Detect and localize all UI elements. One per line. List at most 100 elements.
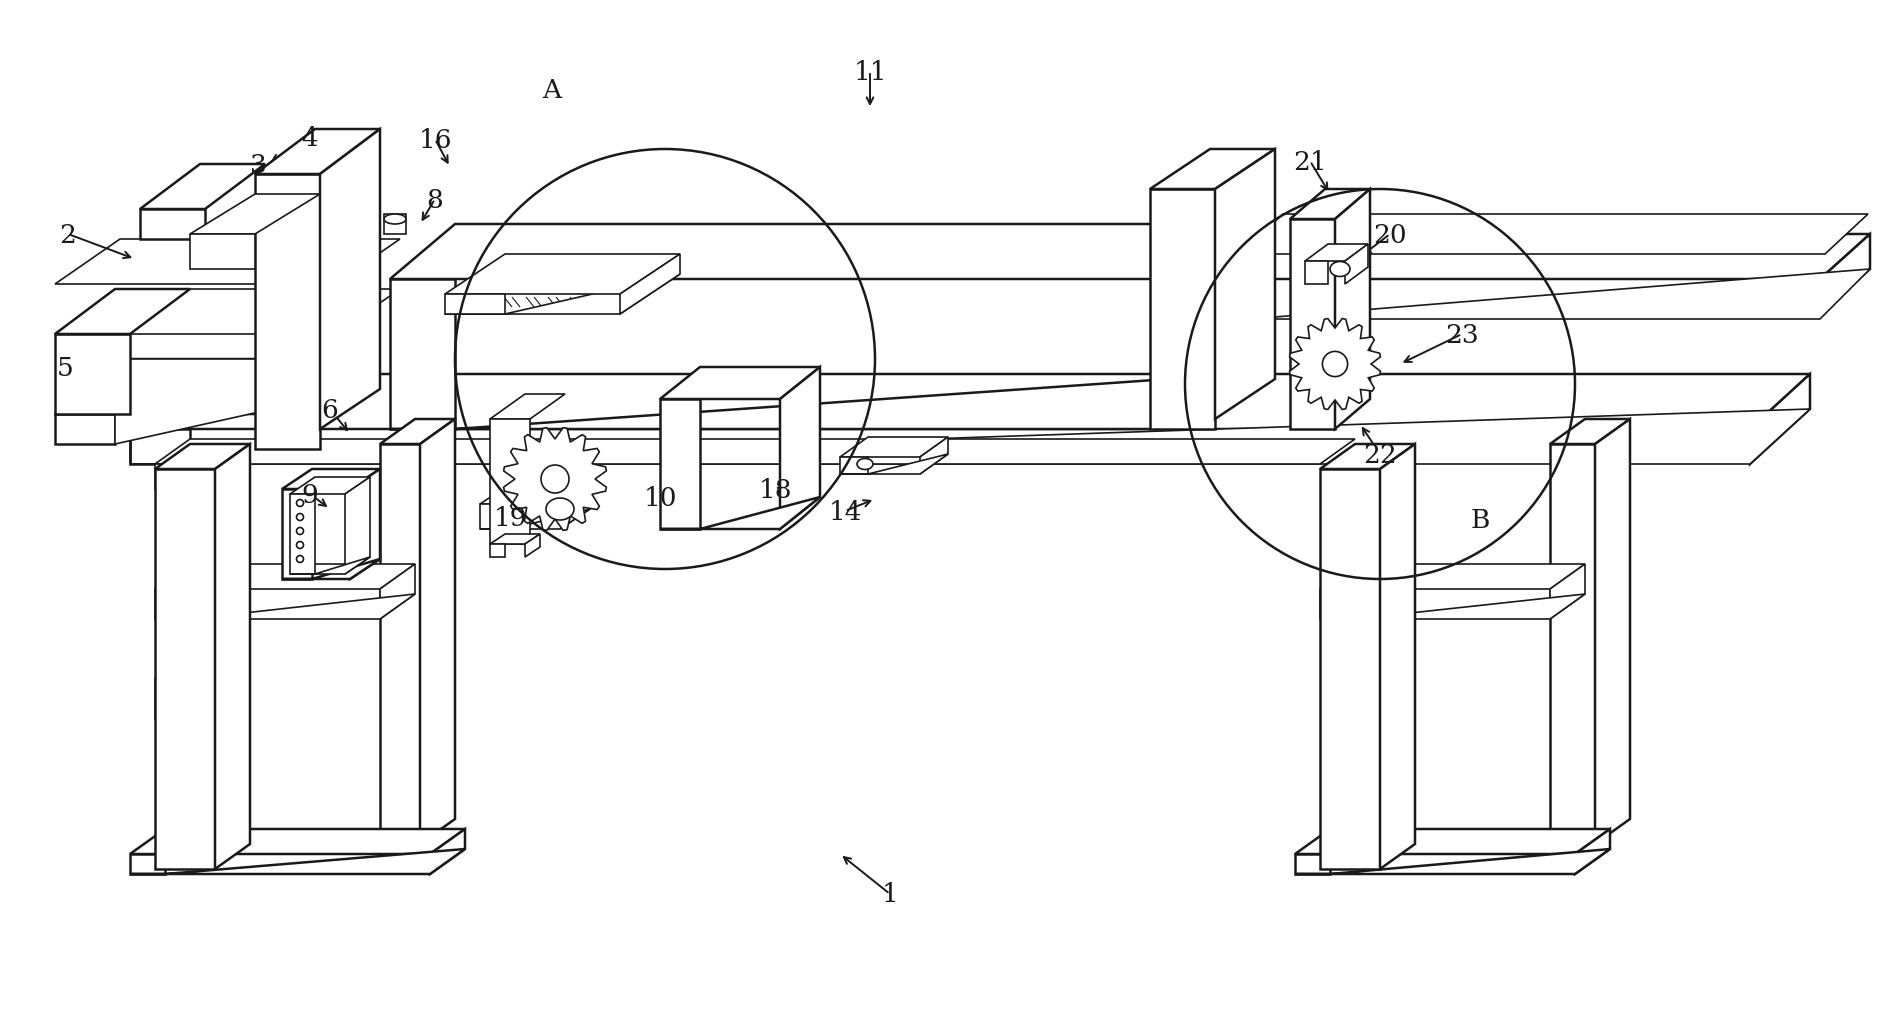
Polygon shape (290, 557, 370, 574)
Polygon shape (1575, 829, 1609, 875)
Polygon shape (55, 415, 115, 445)
Polygon shape (282, 489, 312, 579)
Polygon shape (282, 469, 380, 489)
Polygon shape (256, 175, 320, 450)
Polygon shape (139, 165, 265, 210)
Polygon shape (55, 240, 400, 285)
Polygon shape (320, 129, 380, 430)
Polygon shape (1549, 420, 1630, 445)
Polygon shape (660, 368, 820, 399)
Polygon shape (446, 275, 681, 314)
Polygon shape (154, 440, 1355, 464)
Circle shape (297, 528, 303, 535)
Polygon shape (1199, 270, 1871, 319)
Text: 4: 4 (301, 125, 318, 151)
Text: 10: 10 (643, 485, 677, 510)
Polygon shape (190, 195, 320, 235)
Text: 22: 22 (1363, 442, 1397, 467)
Polygon shape (130, 829, 464, 854)
Polygon shape (130, 375, 1810, 430)
Polygon shape (620, 255, 681, 314)
Polygon shape (350, 469, 380, 579)
Polygon shape (560, 484, 590, 530)
Text: 11: 11 (854, 60, 887, 84)
Text: 19: 19 (493, 506, 526, 530)
Polygon shape (389, 224, 1241, 280)
Polygon shape (1335, 190, 1371, 430)
Polygon shape (115, 360, 340, 445)
Polygon shape (154, 654, 250, 679)
Polygon shape (446, 295, 506, 314)
Polygon shape (660, 497, 820, 530)
Ellipse shape (857, 459, 872, 470)
Polygon shape (380, 420, 455, 445)
Circle shape (297, 500, 303, 507)
Polygon shape (55, 360, 340, 415)
Polygon shape (256, 129, 380, 175)
Polygon shape (282, 559, 380, 579)
Polygon shape (380, 445, 419, 844)
Polygon shape (290, 494, 316, 574)
Circle shape (541, 465, 570, 493)
Polygon shape (130, 409, 1810, 464)
Text: 16: 16 (417, 127, 451, 153)
Polygon shape (154, 464, 190, 489)
Polygon shape (504, 429, 607, 531)
Polygon shape (55, 290, 400, 335)
Polygon shape (491, 420, 530, 545)
Text: 5: 5 (56, 355, 73, 380)
Polygon shape (1320, 445, 1416, 469)
Polygon shape (1151, 150, 1275, 190)
Text: A: A (543, 78, 562, 102)
Polygon shape (1305, 262, 1327, 285)
Polygon shape (154, 679, 190, 719)
Polygon shape (1241, 214, 1869, 255)
Polygon shape (1549, 564, 1585, 620)
Polygon shape (1320, 589, 1355, 620)
Polygon shape (1295, 849, 1609, 875)
Polygon shape (389, 375, 1241, 430)
Text: 14: 14 (829, 499, 861, 524)
Ellipse shape (545, 498, 573, 521)
Text: 23: 23 (1446, 323, 1480, 347)
Text: 3: 3 (250, 153, 267, 177)
Polygon shape (1175, 224, 1241, 425)
Polygon shape (660, 399, 699, 530)
Polygon shape (1214, 150, 1275, 420)
Polygon shape (1549, 445, 1594, 844)
Text: 18: 18 (758, 477, 791, 502)
Polygon shape (384, 214, 406, 235)
Polygon shape (1594, 420, 1630, 844)
Polygon shape (1295, 829, 1609, 854)
Polygon shape (491, 535, 540, 545)
Text: B: B (1470, 507, 1489, 532)
Polygon shape (431, 829, 464, 875)
Polygon shape (1344, 245, 1369, 285)
Polygon shape (446, 255, 681, 295)
Polygon shape (190, 235, 256, 270)
Polygon shape (154, 469, 214, 869)
Polygon shape (525, 535, 540, 557)
Polygon shape (130, 430, 190, 464)
Text: 8: 8 (427, 187, 444, 212)
Polygon shape (479, 504, 509, 530)
Polygon shape (139, 210, 205, 240)
Circle shape (297, 542, 303, 549)
Polygon shape (1295, 854, 1329, 875)
Polygon shape (1380, 445, 1416, 869)
Ellipse shape (1329, 262, 1350, 277)
Polygon shape (389, 280, 455, 430)
Circle shape (297, 556, 303, 563)
Polygon shape (1320, 594, 1585, 620)
Polygon shape (380, 564, 415, 620)
Text: 6: 6 (321, 397, 338, 422)
Polygon shape (479, 510, 590, 530)
Polygon shape (840, 458, 869, 474)
Polygon shape (840, 438, 948, 458)
Circle shape (297, 514, 303, 521)
Polygon shape (479, 484, 590, 504)
Polygon shape (1750, 375, 1810, 464)
Polygon shape (1290, 190, 1371, 219)
Polygon shape (1290, 319, 1380, 410)
Circle shape (1322, 352, 1348, 377)
